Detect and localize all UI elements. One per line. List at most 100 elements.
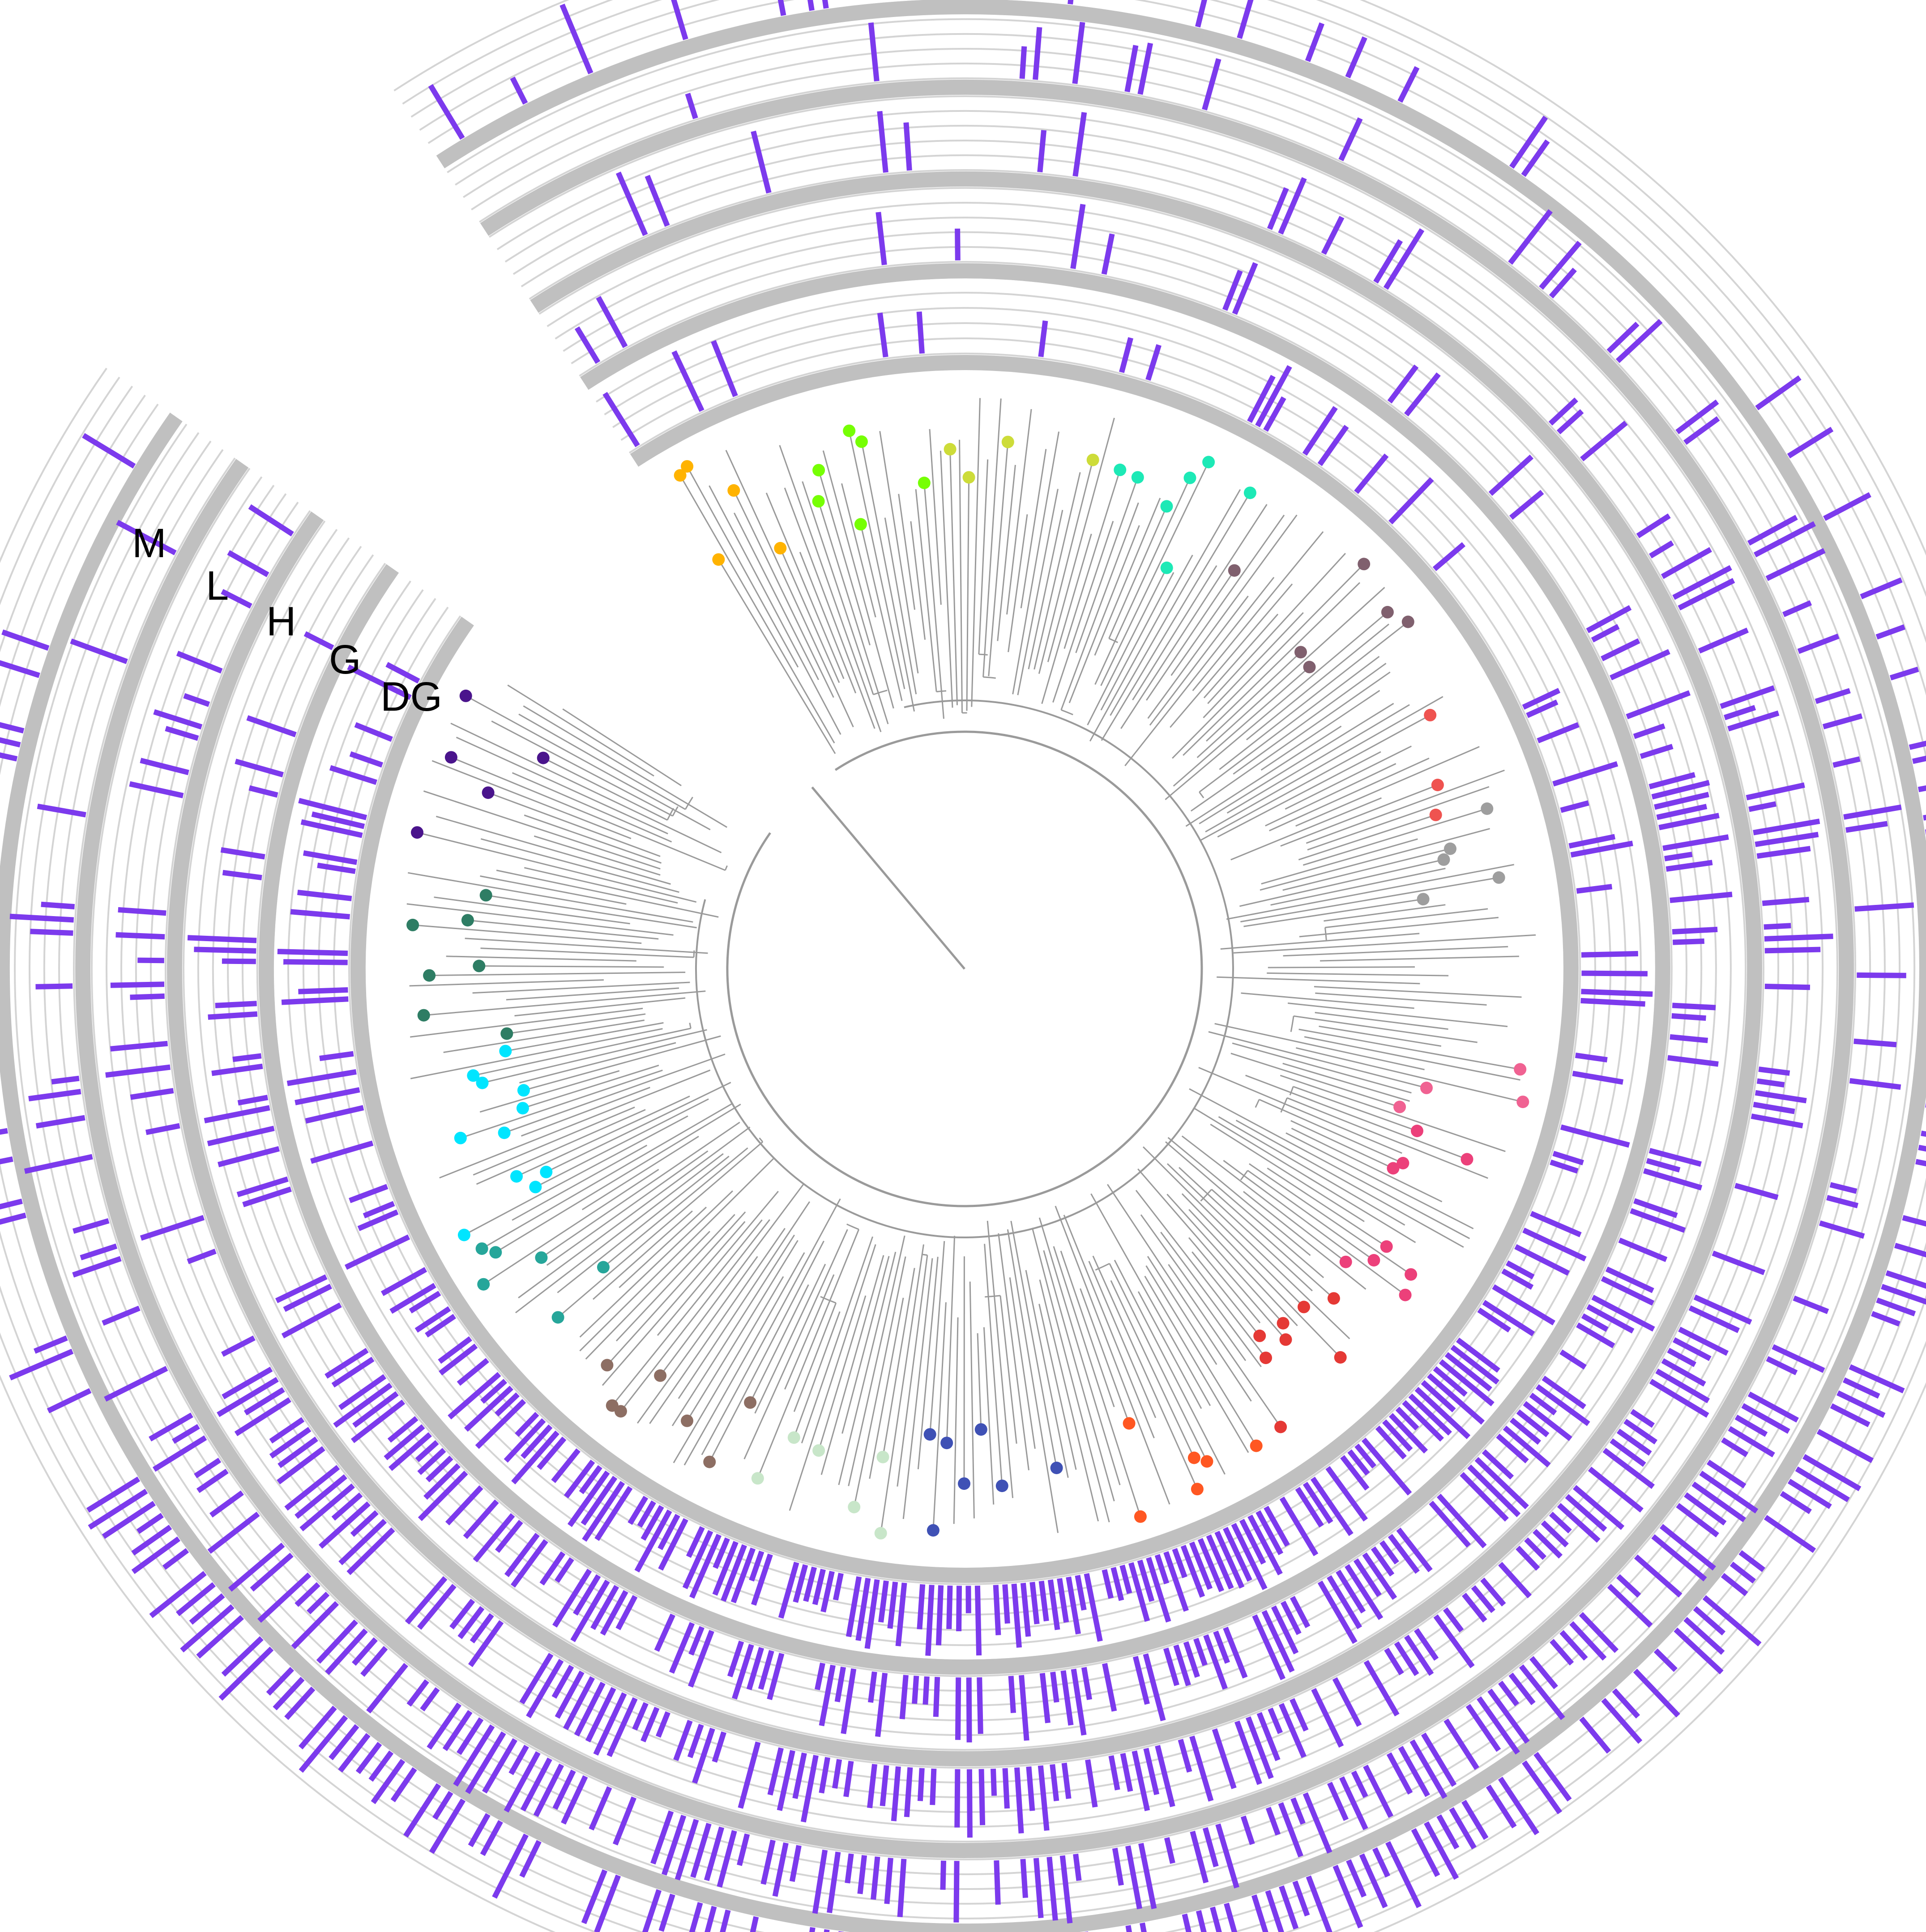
presence-bar	[552, 1569, 592, 1628]
presence-bar	[582, 1481, 625, 1542]
presence-bar	[1014, 1767, 1024, 1834]
presence-bar	[0, 752, 18, 762]
presence-bar	[0, 1156, 13, 1164]
tree-branch	[784, 487, 875, 729]
presence-bar	[1002, 1768, 1010, 1809]
presence-bar	[80, 1243, 118, 1261]
presence-bar	[504, 1418, 546, 1463]
presence-bar	[1797, 633, 1840, 654]
presence-bar	[1202, 1827, 1219, 1868]
ring-gridline	[106, 110, 1824, 1828]
presence-bar	[1875, 624, 1906, 640]
tree-node-arc	[759, 1137, 764, 1143]
presence-bar	[789, 1845, 802, 1882]
presence-bar	[1849, 1078, 1901, 1090]
presence-bar	[778, 1561, 799, 1619]
presence-bar	[1178, 1739, 1192, 1773]
tree-branch	[1038, 460, 1094, 674]
presence-bar	[409, 1291, 441, 1314]
presence-bar	[1213, 1630, 1230, 1664]
presence-bar	[1120, 1753, 1133, 1792]
presence-bar	[209, 1490, 244, 1518]
presence-bar	[1387, 364, 1419, 404]
presence-bar	[1576, 1322, 1615, 1348]
tree-branch	[733, 512, 820, 680]
presence-bar	[563, 1676, 595, 1730]
tree-branch	[491, 720, 673, 817]
presence-bar	[1509, 1417, 1542, 1445]
presence-bar	[1573, 1485, 1625, 1530]
tree-branch	[1114, 1259, 1226, 1475]
presence-bar	[325, 1628, 368, 1675]
tree-branch	[1260, 690, 1380, 771]
presence-bar	[570, 1579, 610, 1642]
tree-branch	[649, 1228, 786, 1424]
tree-branch	[940, 451, 953, 708]
presence-bar	[385, 662, 420, 684]
presence-bar	[533, 1763, 564, 1817]
tip-marker	[510, 1170, 523, 1183]
tree-branch	[450, 722, 722, 853]
presence-bar	[110, 1041, 168, 1052]
presence-bar	[281, 1302, 342, 1339]
ring-band	[350, 355, 1579, 1583]
presence-bar	[713, 1537, 730, 1569]
presence-bar	[1530, 1211, 1582, 1237]
presence-bar	[243, 1387, 285, 1416]
tree-branch	[524, 867, 678, 904]
presence-bar	[1854, 902, 1914, 912]
ring-gridline	[256, 261, 1673, 1677]
tree-branch	[959, 439, 963, 713]
tip-marker	[1327, 1292, 1340, 1305]
tree-branch	[1047, 418, 1115, 662]
tip-marker	[467, 1069, 480, 1082]
presence-bar	[1124, 45, 1139, 93]
tree-branch	[1172, 563, 1365, 759]
presence-bar	[41, 901, 75, 909]
presence-bar	[1672, 938, 1704, 945]
presence-bar	[1414, 1628, 1439, 1661]
tree-branch	[982, 398, 1002, 677]
presence-bar	[1826, 1195, 1859, 1208]
tip-marker	[1086, 453, 1099, 466]
presence-bar	[221, 1335, 256, 1357]
tree-branch	[725, 450, 854, 728]
presence-bar	[468, 1813, 491, 1847]
presence-bar	[1394, 1641, 1419, 1676]
tree-branch	[1203, 614, 1279, 699]
presence-bar	[318, 1501, 371, 1549]
presence-bar	[88, 1488, 148, 1530]
presence-bar	[102, 1305, 141, 1326]
presence-bar	[1602, 1448, 1655, 1489]
presence-bar	[515, 1412, 539, 1437]
presence-bar	[1787, 426, 1834, 459]
presence-bar	[751, 1553, 773, 1606]
tree-branch	[971, 398, 981, 707]
presence-bar	[130, 1088, 174, 1100]
presence-bar	[1143, 1653, 1166, 1722]
presence-bar	[1482, 1449, 1514, 1480]
tree-branch	[1010, 1220, 1058, 1468]
tree-branch	[853, 1256, 906, 1507]
presence-bar	[1183, 1641, 1200, 1678]
presence-bar	[363, 1201, 395, 1219]
presence-bar	[427, 1702, 461, 1750]
presence-bar	[1683, 416, 1720, 445]
presence-bar	[1727, 710, 1780, 732]
presence-bar	[977, 1677, 983, 1734]
presence-bar	[1667, 1055, 1719, 1067]
tree-branch	[1009, 1277, 1036, 1449]
tree-branch	[1218, 1116, 1405, 1226]
presence-bar	[526, 1659, 564, 1719]
presence-bar	[0, 1198, 23, 1210]
tree-branch	[754, 1263, 826, 1414]
presence-bar	[634, 1509, 672, 1573]
tip-marker	[874, 1527, 887, 1540]
presence-bar	[1146, 1557, 1171, 1623]
tree-branch	[659, 1184, 804, 1376]
tree-branch	[969, 1281, 975, 1518]
tree-branch	[978, 459, 989, 655]
presence-bar	[300, 819, 363, 838]
tree-node-arc	[1200, 1189, 1213, 1202]
tree-branch	[818, 1295, 867, 1451]
